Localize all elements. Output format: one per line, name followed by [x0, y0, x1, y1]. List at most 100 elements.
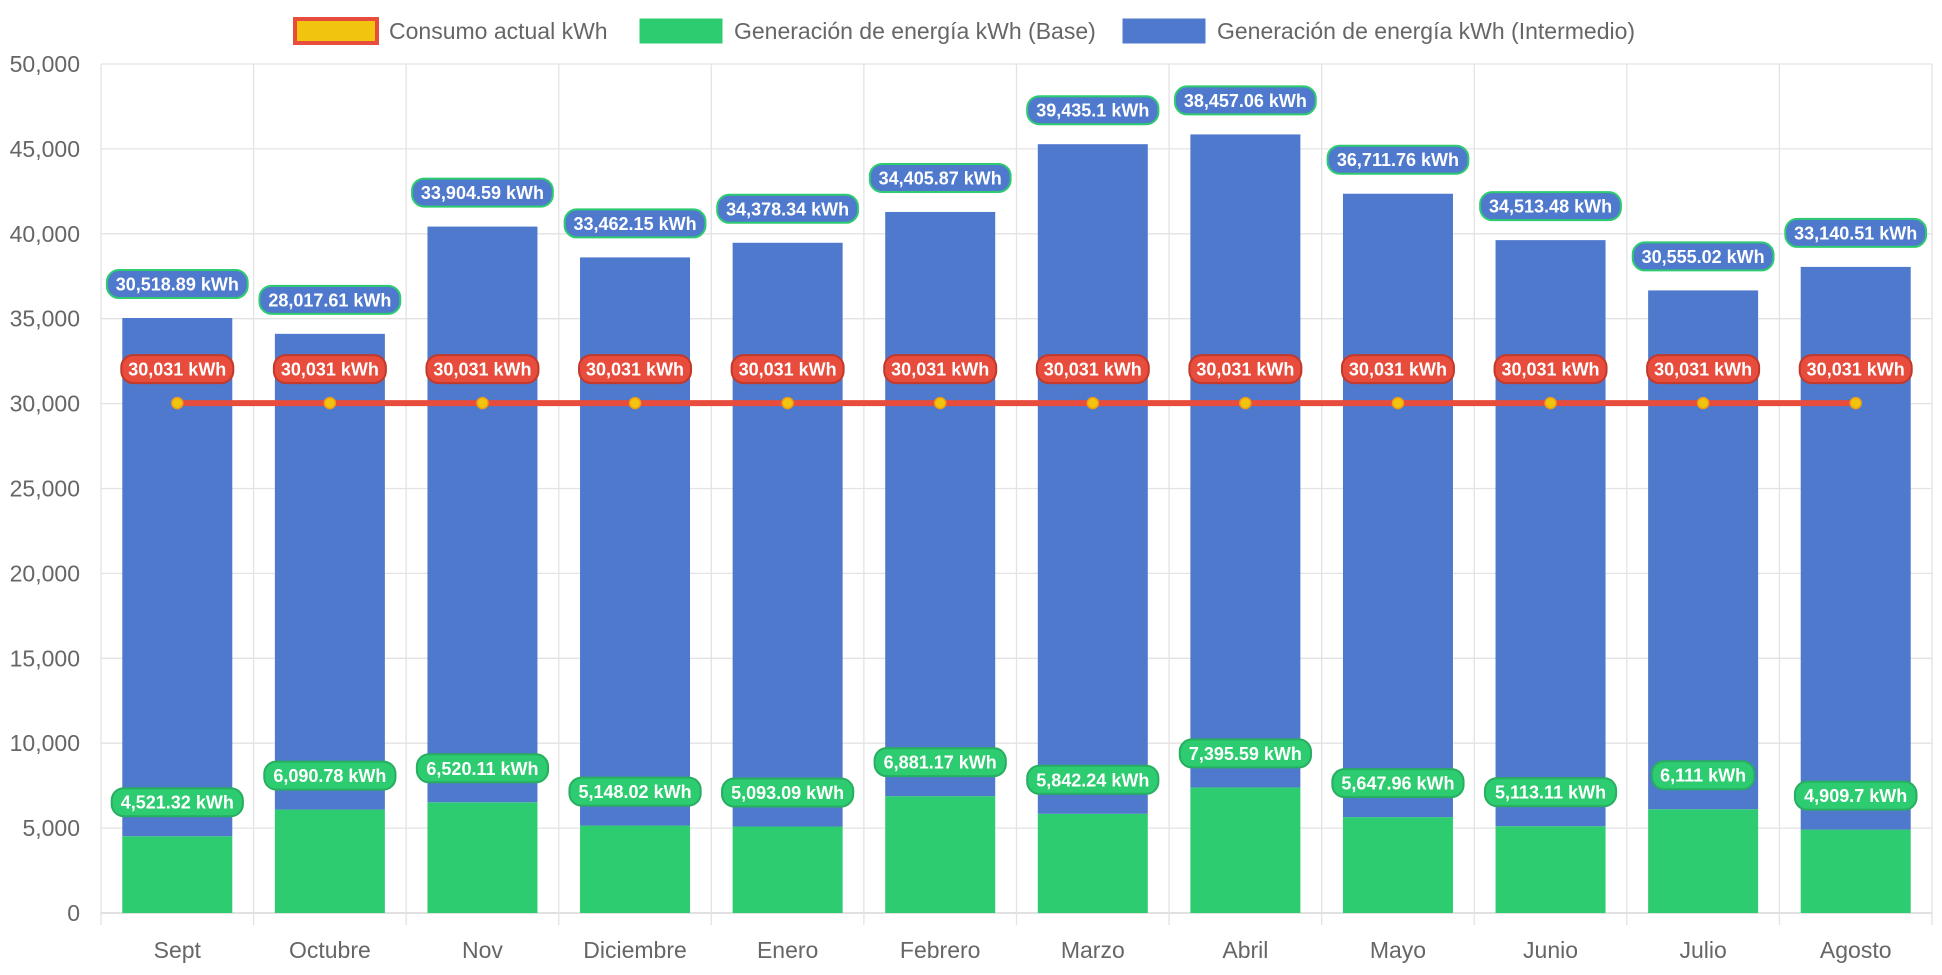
x-tick-label: Abril	[1222, 937, 1268, 963]
consumo-data-label: 30,031 kWh	[891, 360, 989, 380]
intermedio-data-label-bg	[716, 193, 860, 224]
consumo-data-label-bg	[1798, 354, 1913, 385]
bar-intermedio	[580, 257, 691, 826]
intermedio-data-label-bg	[411, 177, 554, 208]
base-data-label-bg	[110, 787, 244, 818]
intermedio-data-label: 36,711.76 kWh	[1337, 150, 1459, 170]
consumo-data-label: 30,031 kWh	[281, 360, 379, 380]
legend-base-swatch[interactable]	[639, 18, 723, 44]
consumo-data-label-bg	[272, 354, 387, 385]
x-tick-label: Julio	[1679, 937, 1726, 963]
consumo-point	[323, 396, 337, 410]
x-tick-label: Mayo	[1370, 937, 1426, 963]
consumo-point	[628, 396, 642, 410]
intermedio-data-label-bg	[1479, 191, 1622, 222]
consumo-point	[1544, 396, 1557, 410]
bar-base	[122, 836, 233, 913]
y-tick-label: 20,000	[10, 560, 80, 586]
consumo-point	[476, 396, 489, 410]
bar-base	[1190, 787, 1301, 913]
x-tick-label: Sept	[154, 937, 202, 963]
y-tick-label: 45,000	[10, 136, 80, 162]
base-data-label: 6,090.78 kWh	[273, 766, 386, 786]
intermedio-data-label-bg	[868, 162, 1012, 193]
x-tick-label: Junio	[1523, 937, 1578, 963]
y-tick-label: 50,000	[10, 51, 80, 77]
base-data-label-bg	[1483, 777, 1618, 808]
bar-base	[1037, 813, 1148, 913]
y-tick-label: 10,000	[10, 730, 80, 756]
consumo-data-label-bg	[120, 354, 235, 385]
consumo-data-label-bg	[1493, 354, 1608, 385]
base-data-label: 7,395.59 kWh	[1189, 744, 1302, 764]
bar-base	[885, 796, 996, 913]
y-tick-label: 40,000	[10, 221, 80, 247]
consumo-data-label: 30,031 kWh	[1807, 360, 1905, 380]
legend-consumo-swatch[interactable]	[293, 17, 379, 45]
consumo-data-label-bg	[578, 354, 693, 385]
base-data-label-bg	[1650, 760, 1756, 791]
consumo-data-label-bg	[883, 354, 998, 385]
x-tick-label: Febrero	[900, 937, 981, 963]
consumo-point	[1696, 396, 1710, 410]
intermedio-data-label: 30,518.89 kWh	[116, 275, 239, 295]
y-tick-label: 35,000	[10, 306, 80, 332]
consumo-point	[933, 396, 947, 410]
intermedio-data-label-bg	[105, 269, 249, 300]
intermedio-data-label: 34,378.34 kWh	[726, 199, 849, 219]
y-tick-label: 30,000	[10, 391, 80, 417]
base-data-label-bg	[568, 776, 702, 807]
base-data-label-bg	[873, 747, 1007, 778]
base-data-label: 5,093.09 kWh	[731, 783, 844, 803]
bar-base	[274, 809, 385, 913]
base-data-label: 6,111 kWh	[1660, 766, 1746, 786]
bar-base	[580, 825, 691, 913]
x-tick-label: Enero	[757, 937, 818, 963]
bar-base	[1342, 817, 1453, 913]
y-tick-label: 5,000	[22, 815, 80, 841]
base-data-label-bg	[415, 753, 550, 784]
bar-intermedio	[1800, 266, 1911, 830]
consumo-point	[171, 396, 184, 410]
base-data-label-bg	[1178, 738, 1312, 769]
bar-base	[1800, 829, 1911, 913]
consumo-data-label-bg	[730, 354, 845, 385]
base-data-label-bg	[1026, 764, 1160, 795]
consumo-data-label: 30,031 kWh	[1502, 360, 1600, 380]
legend-base-label: Generación de energía kWh (Base)	[734, 18, 1096, 44]
base-data-label: 4,909.7 kWh	[1804, 786, 1907, 806]
base-data-label: 6,881.17 kWh	[884, 753, 997, 773]
consumo-point	[1239, 396, 1252, 410]
bar-base	[427, 802, 538, 913]
consumo-data-label: 30,031 kWh	[1196, 360, 1294, 380]
intermedio-data-label: 39,435.1 kWh	[1036, 101, 1149, 121]
base-data-label: 5,647.96 kWh	[1341, 774, 1454, 794]
bar-intermedio	[427, 226, 538, 803]
consumo-point	[1849, 396, 1862, 410]
intermedio-data-label: 38,457.06 kWh	[1184, 91, 1307, 111]
intermedio-data-label-bg	[563, 208, 707, 239]
bar-base	[732, 826, 843, 913]
intermedio-data-label-bg	[1784, 217, 1928, 248]
consumo-data-label-bg	[1188, 354, 1303, 385]
base-data-label: 5,113.11 kWh	[1495, 783, 1606, 803]
legend-intermedio-swatch[interactable]	[1122, 18, 1206, 44]
bar-intermedio	[274, 333, 385, 810]
bar-intermedio	[732, 242, 843, 827]
bar-base	[1495, 826, 1606, 913]
consumo-point	[781, 396, 794, 410]
intermedio-data-label: 33,904.59 kWh	[421, 183, 544, 203]
consumo-data-label: 30,031 kWh	[1654, 360, 1752, 380]
intermedio-data-label: 33,462.15 kWh	[574, 214, 697, 234]
consumo-data-label: 30,031 kWh	[1044, 360, 1142, 380]
bar-base	[1648, 809, 1759, 913]
x-tick-label: Agosto	[1820, 937, 1892, 963]
base-data-label: 4,521.32 kWh	[121, 793, 234, 813]
base-data-label-bg	[263, 760, 397, 791]
intermedio-data-label-bg	[1173, 85, 1317, 116]
consumo-point	[1391, 396, 1405, 410]
consumo-data-label-bg	[1340, 354, 1455, 385]
base-data-label-bg	[721, 777, 855, 808]
bar-intermedio	[1037, 144, 1148, 814]
